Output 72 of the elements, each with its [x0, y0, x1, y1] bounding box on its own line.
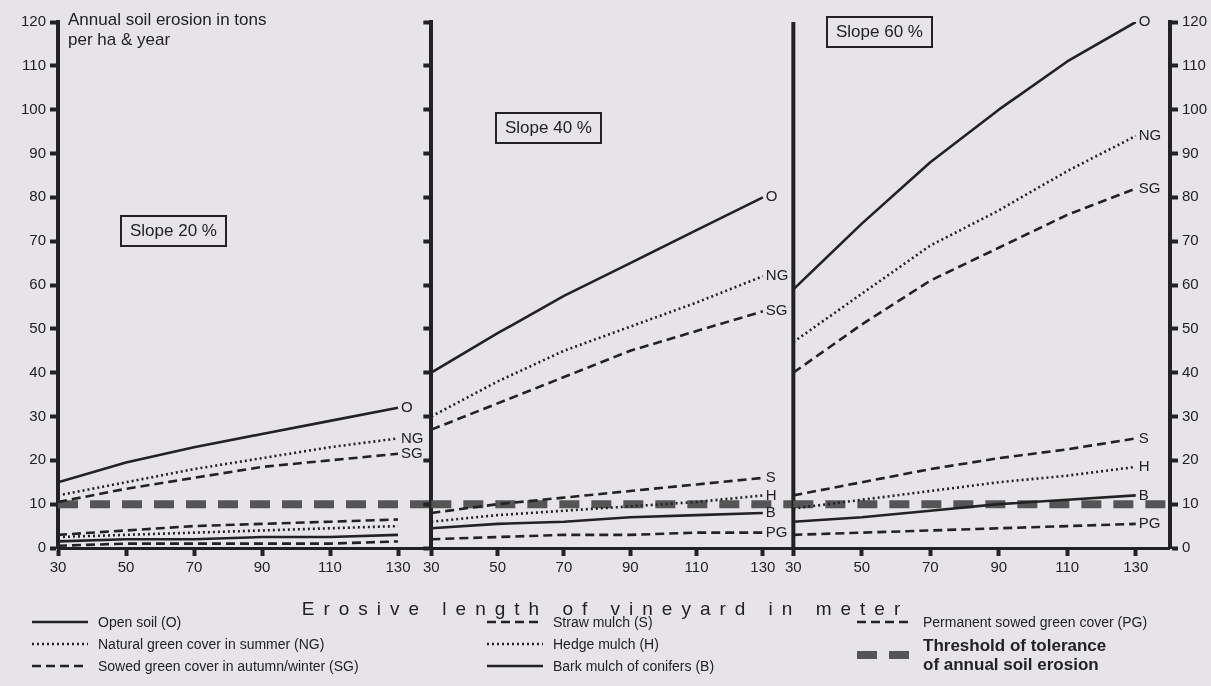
- y2-tick-label: 80: [1181, 187, 1199, 205]
- x-tick-label: 30: [785, 558, 802, 576]
- x-tick-label: 130: [385, 558, 411, 576]
- y2-tick-label: 10: [1181, 494, 1199, 512]
- legend-label: Bark mulch of conifers (B): [553, 658, 715, 674]
- y-tick-label: 50: [29, 318, 46, 336]
- y-tick-label: 110: [22, 55, 46, 73]
- annotation: PG: [1138, 514, 1161, 532]
- y-tick-label: 20: [29, 450, 46, 468]
- y-tick-label: 70: [29, 231, 46, 249]
- x-tick-label: 30: [49, 558, 67, 576]
- y2-tick-label: 120: [1181, 12, 1207, 30]
- annotation: Slope 20 %: [120, 215, 227, 247]
- legend-label: Threshold of tolerance of annual soil erosion: [923, 636, 1108, 674]
- y2-tick-label: 30: [1181, 406, 1199, 424]
- annotation: Slope 40 %: [495, 112, 602, 144]
- y2-tick-label: 40: [1181, 362, 1199, 380]
- y2-tick-label: 110: [1181, 55, 1206, 73]
- y-tick-label: 60: [29, 275, 46, 293]
- legend-label: Open soil (O): [98, 614, 182, 630]
- annotation: H: [765, 485, 777, 503]
- y2-tick-label: 70: [1181, 231, 1199, 249]
- x-tick-label: 110: [684, 558, 709, 576]
- legend-label: Sowed green cover in autumn/winter (SG): [98, 658, 359, 674]
- x-tick-label: 90: [253, 558, 271, 576]
- annotation: B: [765, 503, 776, 521]
- annotation: NG: [1138, 126, 1162, 144]
- y2-tick-label: 60: [1181, 275, 1199, 293]
- x-tick-label: 50: [489, 558, 506, 576]
- y-tick-label: 0: [37, 538, 46, 556]
- x-tick-label: 50: [853, 558, 871, 576]
- x-tick-label: 90: [990, 558, 1008, 576]
- y-tick-label: 90: [29, 143, 46, 161]
- y-tick-label: 40: [29, 362, 46, 380]
- annotation: PG: [765, 522, 788, 540]
- annotation: H: [1138, 457, 1150, 475]
- x-tick-label: 130: [750, 558, 776, 576]
- annotation: O: [401, 397, 413, 415]
- annotation: S: [765, 468, 776, 486]
- annotation: SG: [1138, 178, 1161, 196]
- x-tick-label: 110: [318, 558, 342, 576]
- y-tick-label: 80: [29, 187, 46, 205]
- y2-tick-label: 50: [1181, 318, 1199, 336]
- x-tick-label: 30: [423, 558, 440, 576]
- legend-label: Natural green cover in summer (NG): [98, 636, 325, 652]
- legend-label: Hedge mulch (H): [553, 636, 659, 652]
- x-tick-label: 110: [1055, 558, 1080, 576]
- x-tick-label: 70: [921, 558, 939, 576]
- y2-tick-label: 0: [1181, 538, 1191, 556]
- x-tick-label: 90: [621, 558, 639, 576]
- annotation: SG: [401, 443, 423, 461]
- x-tick-label: 50: [117, 558, 135, 576]
- y-tick-label: 120: [20, 12, 46, 30]
- y-axis-title: Annual soil erosion in tons per ha & year: [68, 10, 268, 50]
- annotation: B: [1138, 485, 1149, 503]
- x-tick-label: 70: [185, 558, 203, 576]
- y2-tick-label: 100: [1181, 99, 1207, 117]
- y2-tick-label: 90: [1181, 143, 1199, 161]
- y2-tick-label: 20: [1181, 450, 1199, 468]
- x-tick-label: 70: [555, 558, 573, 576]
- y-tick-label: 100: [20, 99, 46, 117]
- annotation: Slope 60 %: [826, 16, 933, 48]
- y-tick-label: 10: [29, 494, 46, 512]
- annotation: O: [765, 187, 778, 205]
- x-tick-label: 130: [1123, 558, 1149, 576]
- annotation: S: [1138, 428, 1149, 446]
- legend-label: Permanent sowed green cover (PG): [923, 614, 1148, 630]
- annotation: NG: [765, 266, 789, 284]
- annotation: NG: [401, 428, 424, 446]
- y-tick-label: 30: [29, 406, 46, 424]
- annotation: O: [1138, 12, 1151, 30]
- annotation: SG: [765, 301, 788, 319]
